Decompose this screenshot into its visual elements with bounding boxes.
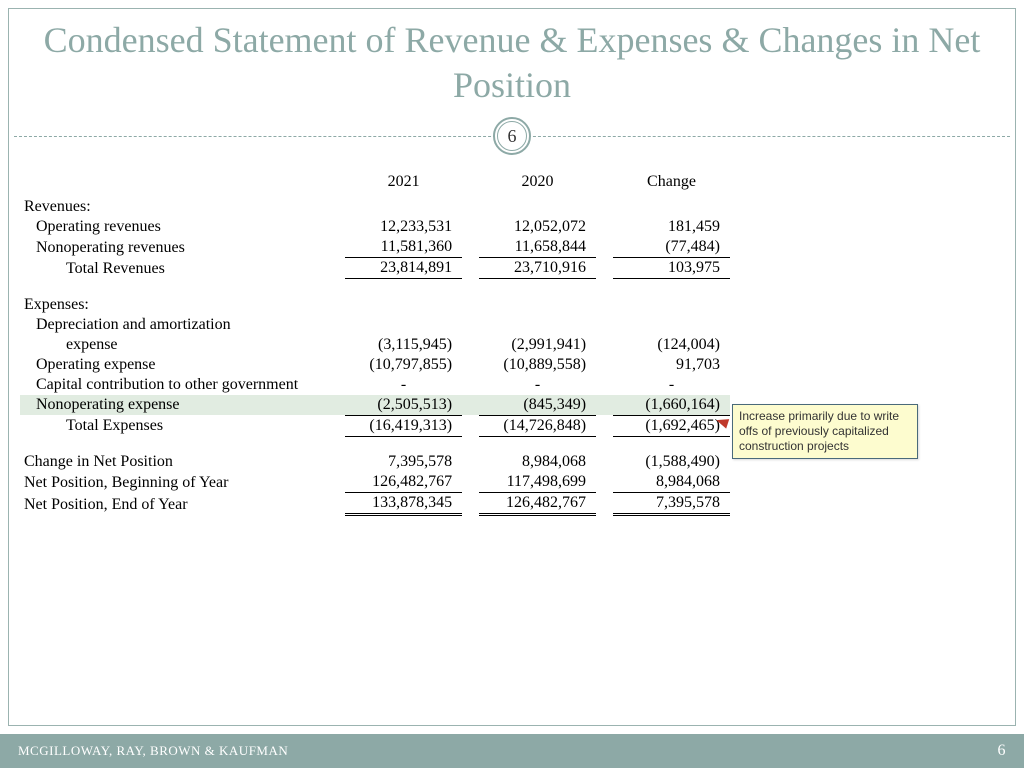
footer-firm: MCGILLOWAY, RAY, BROWN & KAUFMAN [18,743,288,759]
row-operating-revenues: Operating revenues 12,233,531 12,052,072… [20,217,730,237]
section-revenues: Revenues: [20,197,730,217]
financial-table: 2021 2020 Change Revenues: Operating rev… [20,172,730,516]
col-2021: 2021 [345,172,462,197]
row-net-position-begin: Net Position, Beginning of Year 126,482,… [20,472,730,493]
badge-number: 6 [497,121,527,151]
row-total-expenses: Total Expenses (16,419,313) (14,726,848)… [20,415,730,436]
row-operating-expense: Operating expense (10,797,855) (10,889,5… [20,355,730,375]
section-expenses: Expenses: [20,295,730,315]
row-depreciation-line2: expense (3,115,945) (2,991,941) (124,004… [20,335,730,355]
col-change: Change [613,172,730,197]
row-depreciation-line1: Depreciation and amortization [20,315,730,335]
row-net-position-end: Net Position, End of Year 133,878,345 12… [20,493,730,515]
badge-circle: 6 [493,117,531,155]
row-nonoperating-revenues: Nonoperating revenues 11,581,360 11,658,… [20,237,730,258]
row-total-revenues: Total Revenues 23,814,891 23,710,916 103… [20,258,730,279]
row-nonoperating-expense: Nonoperating expense (2,505,513) (845,34… [20,395,730,416]
callout-note: Increase primarily due to write offs of … [732,404,918,459]
row-capital-contribution: Capital contribution to other government… [20,375,730,395]
footer-bar: MCGILLOWAY, RAY, BROWN & KAUFMAN 6 [0,734,1024,768]
row-change-net-position: Change in Net Position 7,395,578 8,984,0… [20,452,730,472]
financial-table-area: 2021 2020 Change Revenues: Operating rev… [0,164,1024,516]
footer-page-number: 6 [998,742,1007,760]
header-row: 2021 2020 Change [20,172,730,197]
divider: 6 [14,116,1010,156]
col-2020: 2020 [479,172,596,197]
